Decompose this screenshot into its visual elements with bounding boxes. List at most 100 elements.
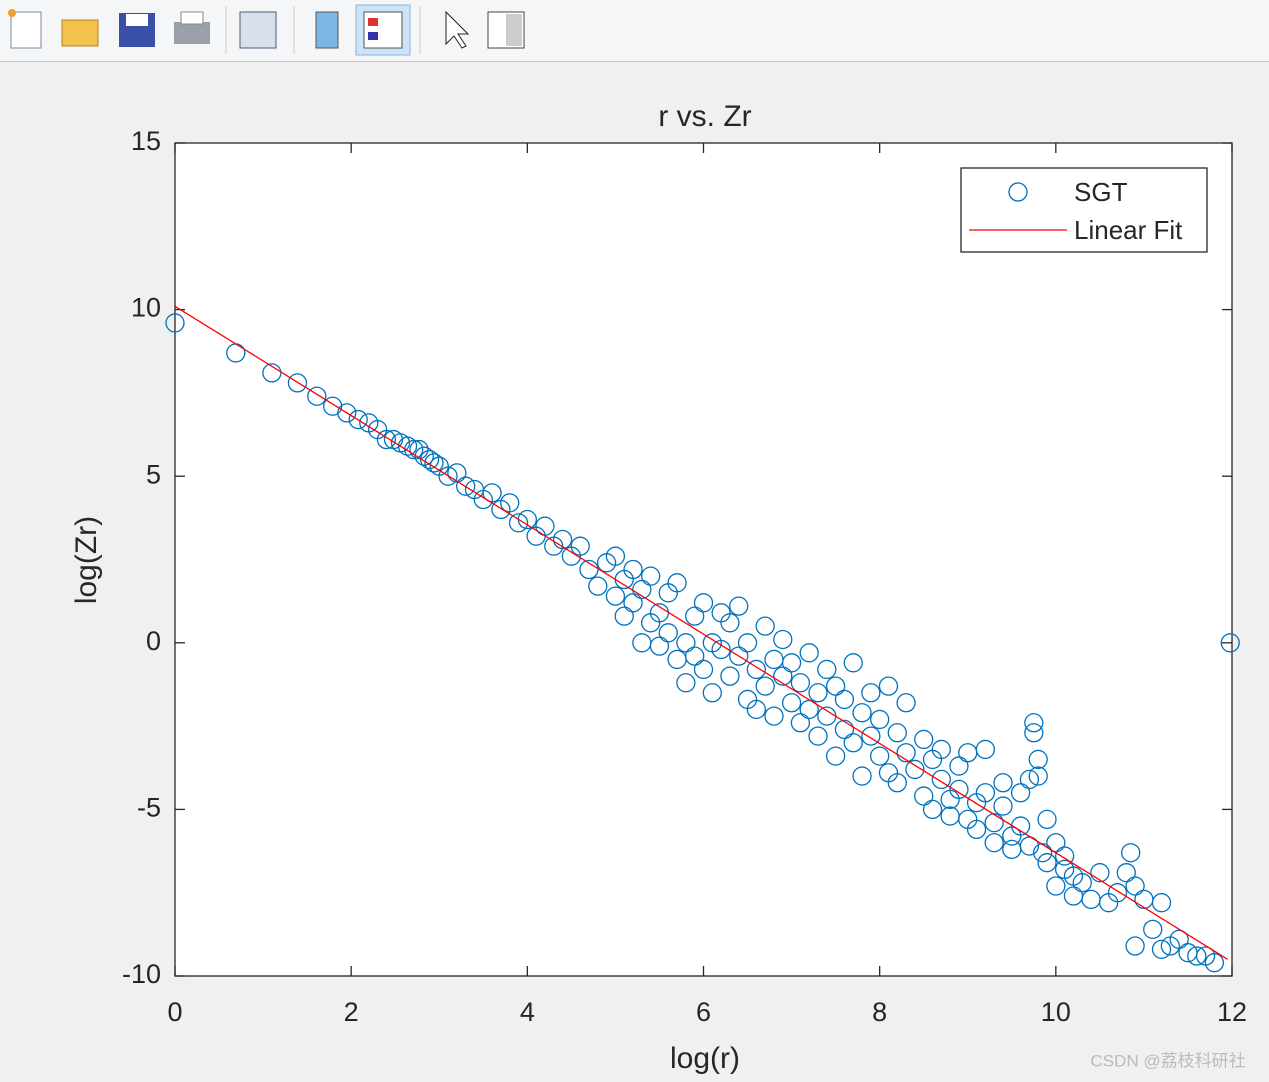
open-button[interactable]: [61, 19, 99, 47]
x-tick-label: 2: [344, 997, 359, 1027]
x-axis-label: log(r): [670, 1042, 740, 1075]
scatter-point: [808, 726, 828, 746]
scatter-point: [676, 673, 696, 693]
scatter-point: [861, 726, 881, 746]
scatter-point: [693, 593, 714, 613]
x-tick-label: 4: [520, 997, 535, 1027]
scatter-point: [1046, 833, 1066, 853]
scatter-point: [755, 676, 775, 696]
scatter-point: [773, 629, 793, 650]
scatter-point: [896, 693, 916, 713]
x-tick-label: 10: [1041, 997, 1071, 1027]
scatter-point: [693, 659, 714, 680]
scatter-point: [1028, 766, 1048, 786]
scatter-point: [781, 653, 802, 673]
scatter-point: [676, 633, 696, 653]
scatter-point: [914, 786, 934, 806]
scatter-point: [975, 783, 996, 803]
scatter-point: [588, 576, 608, 596]
scatter-point: [1090, 863, 1110, 883]
scatter-point: [790, 713, 811, 733]
scatter-point: [843, 653, 863, 673]
scatter-point: [746, 699, 766, 720]
scatter-point: [1072, 873, 1092, 893]
scatter-point: [878, 676, 899, 696]
toolbar: [0, 0, 1269, 62]
new-button[interactable]: [8, 9, 42, 49]
scatter-point: [790, 673, 811, 693]
scatter-point: [1107, 883, 1128, 903]
scatter-point: [720, 666, 740, 686]
scatter-point: [1125, 936, 1145, 956]
scatter-point: [482, 483, 502, 503]
x-tick-label: 0: [167, 997, 182, 1027]
scatter-point: [414, 446, 434, 466]
scatter-point: [914, 729, 934, 750]
scatter-point: [605, 546, 626, 566]
scatter-point: [307, 386, 327, 406]
scatter-point: [685, 646, 705, 666]
scatter-point: [1151, 939, 1172, 959]
scatter-point: [852, 766, 872, 786]
scatter-point: [1024, 723, 1044, 743]
scatter-point: [508, 513, 529, 533]
scatter-point: [817, 659, 837, 680]
legend-label: SGT: [1074, 177, 1128, 207]
scatter-point: [348, 409, 368, 430]
scatter-point: [922, 799, 943, 820]
scatter-point: [993, 773, 1013, 793]
scatter-point: [764, 706, 784, 726]
scatter-point: [808, 683, 828, 703]
scatter-point: [1204, 953, 1225, 973]
scatter-point: [262, 363, 282, 383]
scatter-point: [949, 756, 969, 776]
scatter-point: [870, 709, 890, 730]
link-button[interactable]: [239, 11, 277, 49]
legend-box: [960, 167, 1208, 253]
colorbar-button[interactable]: [315, 11, 339, 49]
scatter-point: [729, 596, 749, 616]
scatter-point: [1187, 946, 1207, 966]
scatter-point: [685, 606, 705, 626]
scatter-point: [825, 676, 846, 696]
scatter-point: [419, 449, 440, 470]
scatter-point: [896, 743, 916, 763]
scatter-point: [702, 683, 722, 703]
legend-label: Linear Fit: [1074, 215, 1183, 245]
scatter-point: [1054, 846, 1075, 866]
scatter-point: [720, 613, 740, 633]
scatter-point: [1169, 929, 1189, 949]
scatter-point: [931, 739, 951, 760]
scatter-point: [1116, 863, 1136, 883]
scatter-point: [632, 579, 652, 600]
scatter-point: [984, 813, 1004, 833]
fit-line: [174, 305, 1228, 960]
property-button[interactable]: [487, 11, 525, 49]
scatter-point: [799, 643, 819, 663]
print-button[interactable]: [174, 11, 210, 44]
y-tick-label: 5: [146, 459, 161, 489]
scatter-point: [834, 689, 855, 710]
scatter-point: [887, 773, 907, 793]
scatter-point: [1037, 853, 1057, 873]
scatter-point: [834, 719, 855, 740]
scatter-point: [1121, 843, 1141, 863]
scatter-point: [746, 659, 766, 680]
scatter-point: [1024, 713, 1044, 733]
legend-button[interactable]: [355, 4, 411, 56]
pointer-button[interactable]: [445, 10, 470, 49]
scatter-point: [905, 759, 925, 780]
save-button[interactable]: [119, 13, 155, 47]
scatter-point: [966, 819, 987, 840]
scatter-point: [649, 636, 670, 656]
y-tick-label: -5: [137, 793, 161, 823]
scatter-point: [729, 646, 749, 666]
x-tick-label: 8: [872, 997, 887, 1027]
scatter-point: [1046, 876, 1066, 896]
scatter-point: [870, 746, 890, 766]
scatter-point: [337, 403, 357, 423]
legend-marker: [1008, 182, 1028, 202]
scatter-point: [1151, 893, 1172, 913]
scatter-point: [843, 733, 863, 753]
scatter-point: [287, 373, 308, 393]
